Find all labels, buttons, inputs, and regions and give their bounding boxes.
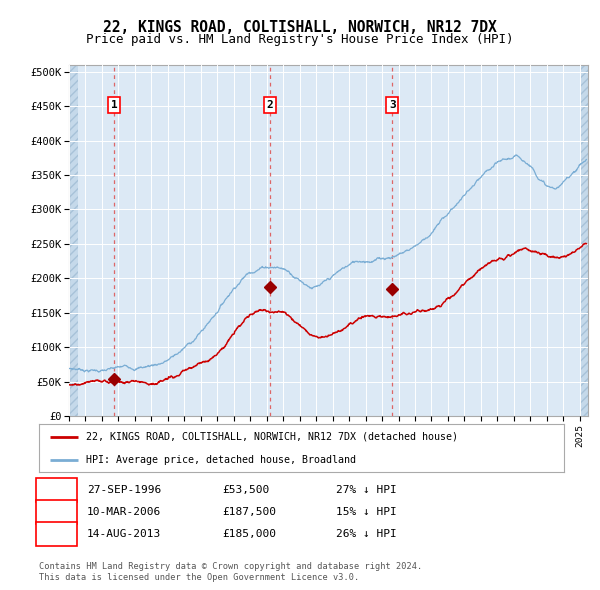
Text: 14-AUG-2013: 14-AUG-2013 [87, 529, 161, 539]
Text: 27% ↓ HPI: 27% ↓ HPI [336, 486, 397, 495]
Text: 26% ↓ HPI: 26% ↓ HPI [336, 529, 397, 539]
Text: 3: 3 [53, 529, 60, 539]
Text: Price paid vs. HM Land Registry's House Price Index (HPI): Price paid vs. HM Land Registry's House … [86, 33, 514, 46]
Text: 15% ↓ HPI: 15% ↓ HPI [336, 507, 397, 517]
Text: £53,500: £53,500 [222, 486, 269, 495]
Text: 22, KINGS ROAD, COLTISHALL, NORWICH, NR12 7DX: 22, KINGS ROAD, COLTISHALL, NORWICH, NR1… [103, 20, 497, 35]
Text: 2: 2 [266, 100, 273, 110]
Bar [69, 65, 78, 416]
Text: Contains HM Land Registry data © Crown copyright and database right 2024.: Contains HM Land Registry data © Crown c… [39, 562, 422, 571]
Bar [580, 65, 588, 416]
Text: 3: 3 [389, 100, 395, 110]
Text: 22, KINGS ROAD, COLTISHALL, NORWICH, NR12 7DX (detached house): 22, KINGS ROAD, COLTISHALL, NORWICH, NR1… [86, 432, 458, 442]
Text: £187,500: £187,500 [222, 507, 276, 517]
Text: HPI: Average price, detached house, Broadland: HPI: Average price, detached house, Broa… [86, 455, 356, 465]
Text: This data is licensed under the Open Government Licence v3.0.: This data is licensed under the Open Gov… [39, 573, 359, 582]
Text: 1: 1 [53, 486, 60, 495]
Text: 2: 2 [53, 507, 60, 517]
Text: 27-SEP-1996: 27-SEP-1996 [87, 486, 161, 495]
Text: 1: 1 [111, 100, 118, 110]
Text: £185,000: £185,000 [222, 529, 276, 539]
Text: 10-MAR-2006: 10-MAR-2006 [87, 507, 161, 517]
